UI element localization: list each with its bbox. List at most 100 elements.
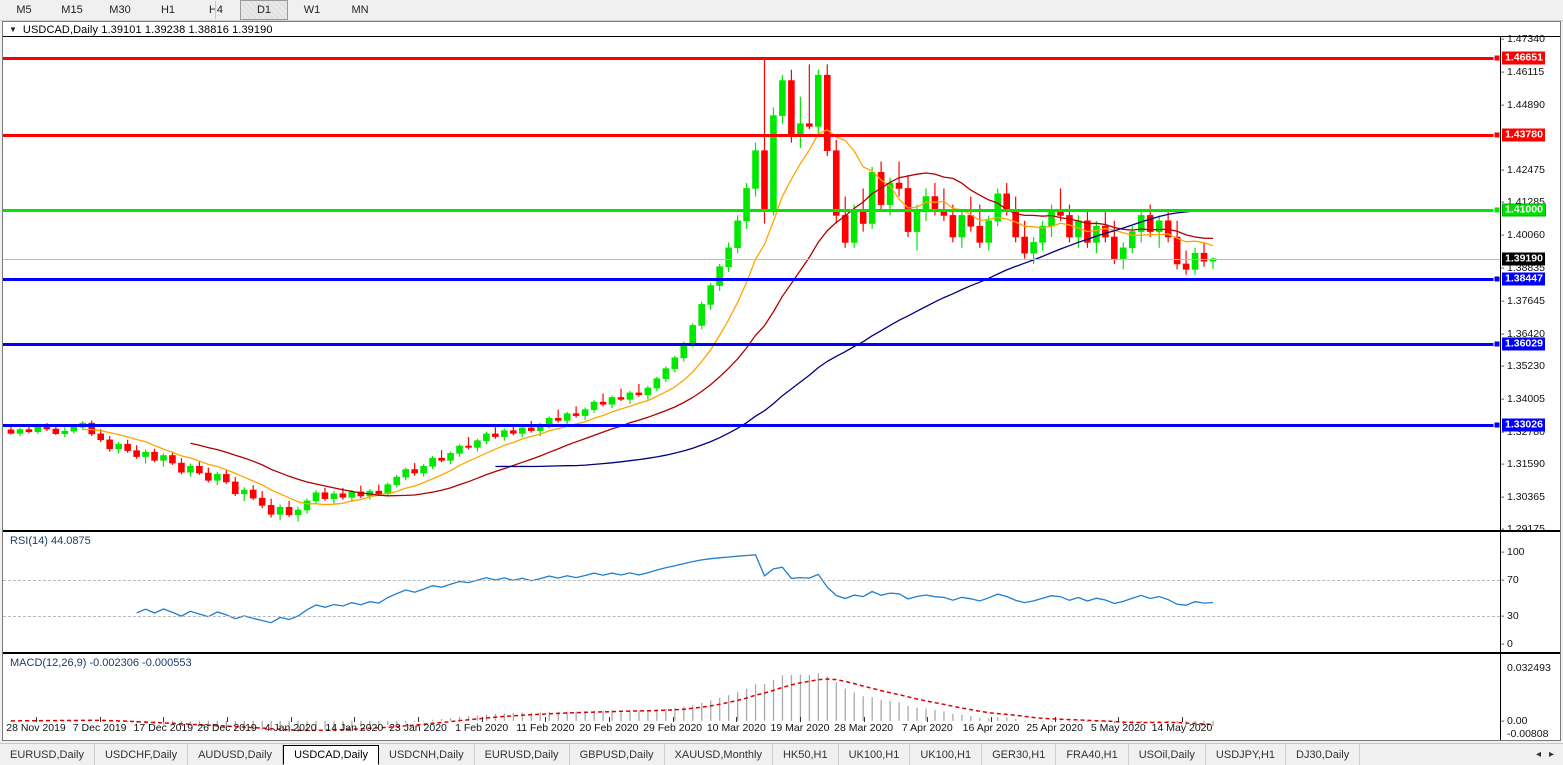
- rsi-pane[interactable]: RSI(14) 44.0875 -100 -70 -30 -0: [3, 530, 1560, 652]
- timeframe-button-d1[interactable]: D1: [240, 0, 288, 20]
- date-label: 28 Nov 2019: [6, 722, 66, 734]
- date-label: 16 Apr 2020: [962, 722, 1020, 734]
- macd-histogram-svg: [10, 673, 1214, 732]
- chart-tab-bar[interactable]: EURUSD,Daily USDCHF,Daily AUDUSD,Daily USDC…: [0, 743, 1563, 765]
- chart-tab-usdjpy-h1[interactable]: USDJPY,H1: [1206, 744, 1287, 765]
- price-tag-green[interactable]: 1.41000: [1502, 203, 1546, 217]
- date-label: 25 Apr 2020: [1026, 722, 1083, 734]
- symbol-ohlc-label: USDCAD,Daily 1.39101 1.39238 1.38816 1.3…: [22, 24, 273, 36]
- timeframe-button-m30[interactable]: M30: [109, 4, 131, 16]
- date-tick: [99, 717, 101, 722]
- price-tick: -1.38835: [1501, 262, 1545, 275]
- chart-tab-uk100-h1[interactable]: UK100,H1: [839, 744, 911, 765]
- date-label: 7 Apr 2020: [901, 722, 953, 734]
- chart-tab-gbpusd-daily[interactable]: GBPUSD,Daily: [570, 744, 665, 765]
- chart-tab-usdcnh-daily[interactable]: USDCNH,Daily: [379, 744, 475, 765]
- timeframe-button-m15[interactable]: M15: [61, 4, 83, 16]
- date-label: 11 Feb 2020: [516, 722, 575, 734]
- macd-tick: 0.032493: [1507, 662, 1551, 674]
- chart-tab-usdcad-daily[interactable]: USDCAD,Daily: [283, 745, 380, 765]
- date-label: 14 Jan 2020: [325, 722, 384, 734]
- level-handle-resistance-2[interactable]: [1493, 54, 1500, 62]
- price-tick: -1.31590: [1501, 457, 1545, 470]
- timeframe-button-h1[interactable]: H1: [160, 4, 176, 16]
- timeframe-button-group: M5 M15 M30 H1 H4 D1 W1 MN: [0, 0, 384, 20]
- date-tick: [863, 717, 865, 722]
- date-label: 14 May 2020: [1151, 722, 1213, 734]
- macd-pane[interactable]: MACD(12,26,9) -0.002306 -0.000553 0.0324…: [3, 652, 1560, 740]
- date-tick: [545, 717, 547, 722]
- candlestick-svg: [7, 57, 1217, 522]
- date-label: 19 Mar 2020: [770, 722, 830, 734]
- price-tag-red[interactable]: 1.43780: [1502, 128, 1545, 142]
- tab-nav-buttons[interactable]: ◂ ▸: [1527, 744, 1563, 765]
- price-tick: -1.30365: [1501, 490, 1545, 503]
- timeframe-button-m5[interactable]: M5: [16, 4, 32, 16]
- chart-tab-hk50-h1[interactable]: HK50,H1: [773, 744, 839, 765]
- chart-tab-usdchf-daily[interactable]: USDCHF,Daily: [95, 744, 189, 765]
- level-handle-support-1[interactable]: [1493, 275, 1500, 283]
- macd-plot-area[interactable]: [3, 654, 1500, 740]
- rsi-guide-30: [3, 616, 1500, 618]
- macd-axis: 0.032493 -0.00 -0.00808: [1500, 654, 1560, 740]
- level-line-support-2[interactable]: [3, 343, 1500, 347]
- chart-tab-eurusd-daily[interactable]: EURUSD,Daily: [0, 744, 95, 765]
- chart-tab-usoil-daily[interactable]: USOil,Daily: [1129, 744, 1206, 765]
- timeframe-button-w1[interactable]: W1: [303, 4, 321, 16]
- date-label: 20 Feb 2020: [579, 722, 639, 734]
- price-pane[interactable]: -1.47340-1.46115-1.44890-1.42475-1.41285…: [3, 33, 1560, 535]
- toolbar-separator: [215, 1, 216, 19]
- chart-tab-audusd-daily[interactable]: AUDUSD,Daily: [188, 744, 284, 765]
- date-label: 29 Feb 2020: [643, 722, 703, 734]
- chart-tab-fra40-h1[interactable]: FRA40,H1: [1056, 744, 1129, 765]
- rsi-label: RSI(14) 44.0875: [10, 535, 91, 547]
- date-label: 1 Feb 2020: [455, 722, 509, 734]
- level-line-support-1[interactable]: [3, 277, 1500, 281]
- date-label: 26 Dec 2019: [197, 722, 257, 734]
- level-line-resistance-1[interactable]: [3, 134, 1500, 138]
- price-tick: -1.34005: [1501, 392, 1545, 405]
- price-tick: -1.42475: [1501, 164, 1545, 177]
- price-tag-blue[interactable]: 1.33026: [1502, 418, 1545, 432]
- level-handle-resistance-1[interactable]: [1493, 131, 1500, 139]
- chevron-down-icon[interactable]: ▼: [9, 25, 17, 34]
- price-tag-red[interactable]: 1.46651: [1502, 51, 1545, 65]
- date-label: 17 Dec 2019: [133, 722, 194, 734]
- chart-tab-ger30-h1[interactable]: GER30,H1: [982, 744, 1057, 765]
- level-handle-support-3[interactable]: [1493, 421, 1500, 429]
- chart-tab-xauusd-monthly[interactable]: XAUUSD,Monthly: [665, 744, 773, 765]
- tab-prev-icon[interactable]: ◂: [1535, 749, 1541, 760]
- rsi-tick: -100: [1501, 546, 1525, 558]
- level-line-pivot[interactable]: [3, 209, 1500, 213]
- rsi-tick: -0: [1501, 638, 1513, 650]
- price-tick: -1.44890: [1501, 99, 1545, 112]
- timeframe-button-mn[interactable]: MN: [351, 4, 369, 16]
- price-tag-black[interactable]: 1.39190: [1502, 252, 1545, 266]
- timeframe-toolbar: M5 M15 M30 H1 H4 D1 W1 MN: [0, 0, 1563, 21]
- level-line-resistance-2[interactable]: [3, 56, 1500, 60]
- chart-tab-uk100-h1[interactable]: UK100,H1: [910, 744, 983, 765]
- date-tick: [672, 717, 674, 722]
- price-tag-blue[interactable]: 1.38447: [1502, 272, 1545, 286]
- price-tag-blue[interactable]: 1.36029: [1502, 337, 1545, 351]
- date-label: 23 Jan 2020: [389, 722, 447, 734]
- level-handle-support-2[interactable]: [1493, 340, 1500, 348]
- date-tick: [481, 717, 483, 722]
- price-tick: -1.40060: [1501, 229, 1545, 242]
- rsi-tick: -70: [1501, 573, 1519, 586]
- rsi-plot-area[interactable]: [3, 532, 1500, 652]
- chart-tab-eurusd-daily[interactable]: EURUSD,Daily: [475, 744, 570, 765]
- price-axis[interactable]: -1.47340-1.46115-1.44890-1.42475-1.41285…: [1500, 33, 1560, 535]
- price-tick: -1.36420: [1501, 327, 1545, 340]
- price-tick: -1.37645: [1501, 294, 1545, 307]
- date-label: 5 May 2020: [1090, 722, 1146, 734]
- level-handle-pivot[interactable]: [1493, 206, 1500, 214]
- tab-next-icon[interactable]: ▸: [1548, 749, 1554, 760]
- date-label: 28 Mar 2020: [834, 722, 894, 734]
- price-plot-area[interactable]: [3, 37, 1500, 530]
- chart-tab-dj30-daily[interactable]: DJ30,Daily: [1286, 744, 1361, 765]
- current-price-line: [3, 258, 1500, 260]
- chart-canvas-window[interactable]: ▼ USDCAD,Daily 1.39101 1.39238 1.38816 1…: [2, 21, 1561, 741]
- level-line-support-3[interactable]: [3, 424, 1500, 428]
- timeframe-button-h4[interactable]: H4: [208, 4, 224, 16]
